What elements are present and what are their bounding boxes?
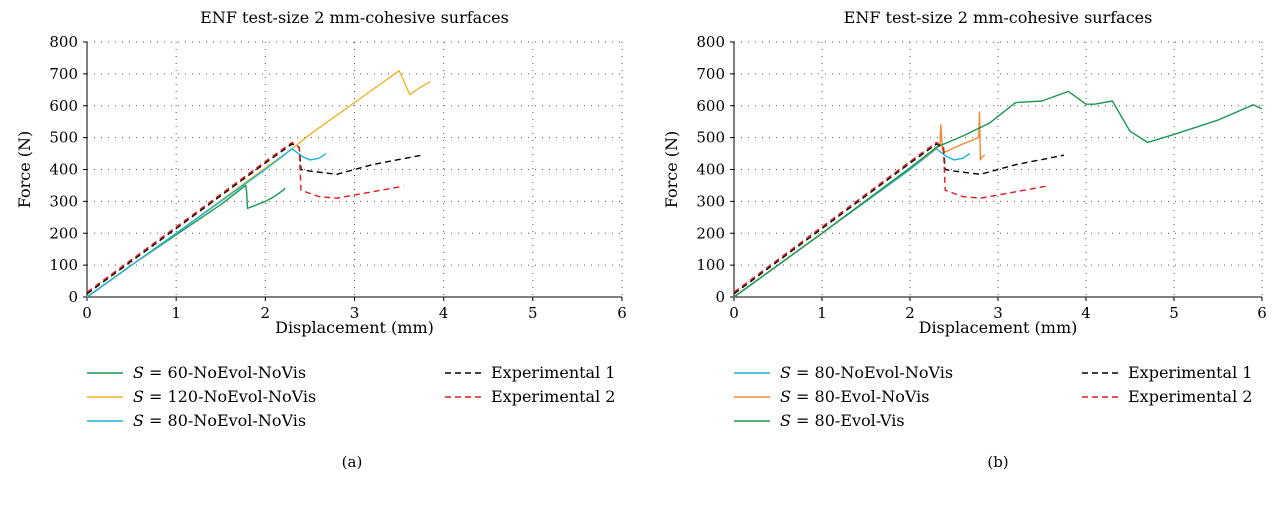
series-line-2	[86, 69, 431, 298]
chart-title: ENF test-size 2 mm-cohesive surfaces	[200, 8, 509, 27]
x-tick-label: 2	[261, 304, 271, 322]
y-tick-label: 800	[696, 33, 725, 51]
y-tick-label: 100	[49, 256, 78, 274]
legend-label-3: S = 80-Evol-Vis	[780, 411, 905, 430]
y-axis-label: Force (N)	[662, 131, 681, 209]
x-tick-label: 2	[905, 304, 915, 322]
legend-label-3: S = 80-NoEvol-NoVis	[133, 411, 306, 430]
legend-label-4: Experimental 1	[1128, 363, 1252, 382]
legend-label-4: Experimental 1	[491, 363, 615, 382]
y-tick-label: 400	[49, 161, 78, 179]
y-tick-label: 800	[49, 33, 78, 51]
x-tick-label: 3	[993, 304, 1003, 322]
x-tick-label: 5	[528, 304, 538, 322]
series-line-3	[86, 148, 327, 298]
series-line-5	[86, 141, 404, 293]
y-tick-label: 0	[68, 288, 78, 306]
x-tick-label: 1	[171, 304, 181, 322]
series-line-3	[733, 90, 1263, 298]
y-tick-label: 600	[49, 97, 78, 115]
chart-panel-2: ENF test-size 2 mm-cohesive surfaces 0 100…	[662, 8, 1267, 471]
series-line-5	[733, 141, 1047, 293]
y-tick-label: 100	[696, 256, 725, 274]
x-tick-label: 0	[82, 304, 92, 322]
legend-label-1: S = 80-NoEvol-NoVis	[780, 363, 953, 382]
y-tick-label: 300	[696, 192, 725, 210]
x-tick-label: 5	[1169, 304, 1179, 322]
legend-label-2: S = 120-NoEvol-NoVis	[133, 387, 316, 406]
x-tick-label: 6	[617, 304, 627, 322]
y-tick-label: 500	[49, 129, 78, 147]
series-line-1	[86, 184, 286, 298]
x-axis-label: Displacement (mm)	[275, 318, 434, 337]
legend-label-2: S = 80-Evol-NoVis	[780, 387, 929, 406]
y-axis-label: Force (N)	[15, 131, 34, 209]
x-tick-label: 1	[817, 304, 827, 322]
y-tick-label: 700	[49, 65, 78, 83]
panel-caption: (b)	[987, 453, 1008, 471]
y-tick-label: 700	[696, 65, 725, 83]
x-tick-label: 4	[1081, 304, 1091, 322]
x-axis-label: Displacement (mm)	[919, 318, 1078, 337]
x-tick-label: 0	[729, 304, 739, 322]
y-tick-label: 200	[696, 224, 725, 242]
y-tick-label: 500	[696, 129, 725, 147]
y-tick-label: 600	[696, 97, 725, 115]
series-line-1	[733, 148, 971, 298]
y-tick-label: 200	[49, 224, 78, 242]
x-tick-label: 3	[350, 304, 360, 322]
chart-panel-1: ENF test-size 2 mm-cohesive surfaces 0 100…	[15, 8, 627, 471]
legend-label-5: Experimental 2	[491, 387, 615, 406]
legend-label-5: Experimental 2	[1128, 387, 1252, 406]
y-tick-label: 300	[49, 192, 78, 210]
y-tick-label: 400	[696, 161, 725, 179]
chart-title: ENF test-size 2 mm-cohesive surfaces	[844, 8, 1153, 27]
series-line-4	[86, 143, 422, 295]
panel-caption: (a)	[342, 453, 363, 471]
x-tick-label: 4	[439, 304, 449, 322]
series-line-4	[733, 143, 1065, 295]
x-tick-label: 6	[1257, 304, 1267, 322]
y-tick-label: 0	[715, 288, 725, 306]
legend-label-1: S = 60-NoEvol-NoVis	[133, 363, 306, 382]
